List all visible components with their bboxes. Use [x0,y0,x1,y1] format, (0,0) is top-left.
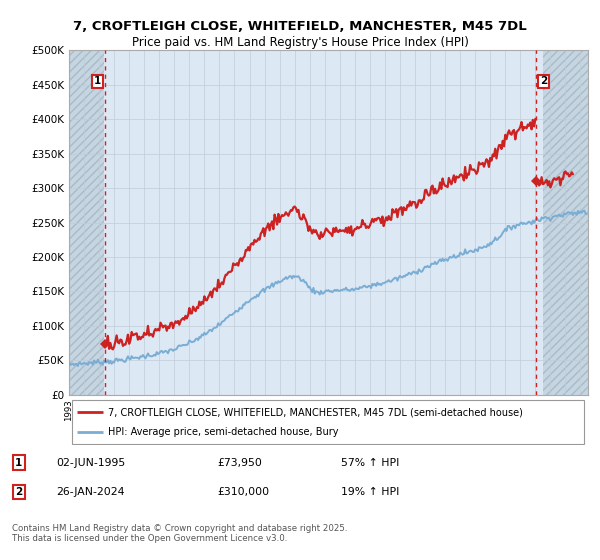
Text: 57% ↑ HPI: 57% ↑ HPI [341,458,400,468]
Text: Contains HM Land Registry data © Crown copyright and database right 2025.
This d: Contains HM Land Registry data © Crown c… [12,524,347,543]
Bar [69,50,104,395]
Text: 7, CROFTLEIGH CLOSE, WHITEFIELD, MANCHESTER, M45 7DL: 7, CROFTLEIGH CLOSE, WHITEFIELD, MANCHES… [73,20,527,32]
Text: 2: 2 [540,76,548,86]
Text: 1: 1 [94,76,101,86]
Text: Price paid vs. HM Land Registry's House Price Index (HPI): Price paid vs. HM Land Registry's House … [131,36,469,49]
Text: 2: 2 [16,487,23,497]
Text: £310,000: £310,000 [218,487,270,497]
Bar [543,50,588,395]
Text: £73,950: £73,950 [218,458,263,468]
Text: 02-JUN-1995: 02-JUN-1995 [56,458,125,468]
Text: 1: 1 [16,458,23,468]
Text: 19% ↑ HPI: 19% ↑ HPI [341,487,400,497]
Text: HPI: Average price, semi-detached house, Bury: HPI: Average price, semi-detached house,… [108,427,338,437]
Text: 7, CROFTLEIGH CLOSE, WHITEFIELD, MANCHESTER, M45 7DL (semi-detached house): 7, CROFTLEIGH CLOSE, WHITEFIELD, MANCHES… [108,407,523,417]
Text: 26-JAN-2024: 26-JAN-2024 [56,487,124,497]
FancyBboxPatch shape [71,400,584,444]
